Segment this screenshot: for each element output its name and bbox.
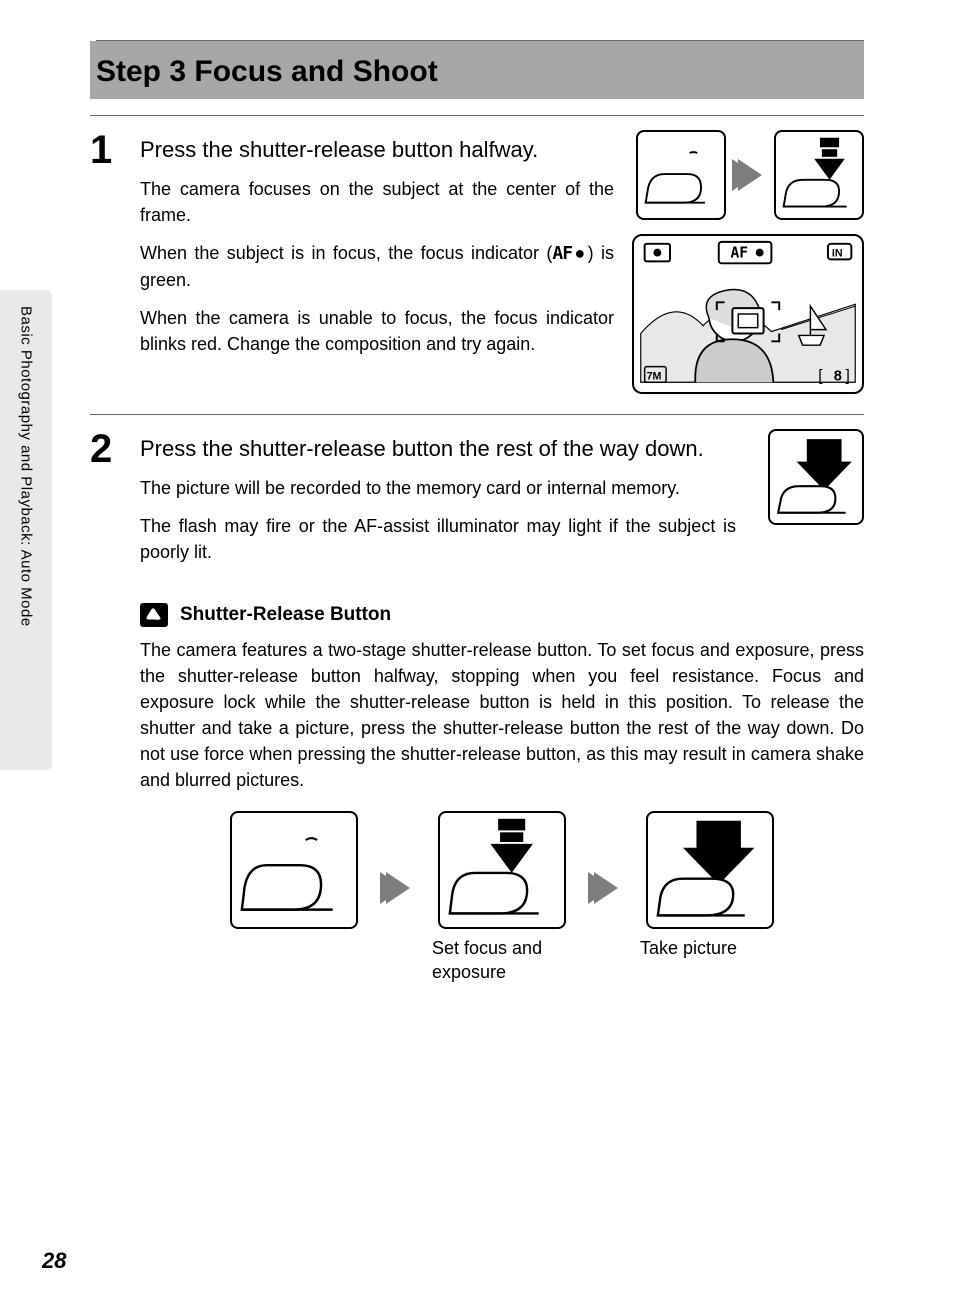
note-illustration-row: Set focus and exposure Take picture xyxy=(140,811,864,984)
step-1-para-3: When the camera is unable to focus, the … xyxy=(140,305,614,357)
caption-halfpress: Set focus and exposure xyxy=(432,937,572,984)
lcd-af-label: AF xyxy=(730,244,748,261)
finger-fullpress-icon xyxy=(770,431,862,523)
lcd-count-close: ] xyxy=(846,367,850,384)
step-1-number: 1 xyxy=(90,130,122,394)
arrow-right-icon xyxy=(736,159,764,191)
arrow-right-icon-3 xyxy=(592,872,620,904)
lcd-in-label: IN xyxy=(832,247,843,259)
step-1-figures: AF IN xyxy=(632,130,864,394)
step-1-heading: Press the shutter-release button halfway… xyxy=(140,136,614,164)
step-1-para-1: The camera focuses on the subject at the… xyxy=(140,176,614,228)
note-icon xyxy=(140,603,168,627)
camera-lcd-illustration: AF IN xyxy=(632,234,864,394)
illustration-rest-icon xyxy=(232,813,356,927)
note-block: Shutter-Release Button The camera featur… xyxy=(140,603,864,984)
illustration-halfpress xyxy=(438,811,566,929)
camera-lcd-icon: AF IN xyxy=(634,236,862,392)
illustration-fullpress xyxy=(646,811,774,929)
step-2-heading: Press the shutter-release button the res… xyxy=(140,435,736,463)
caption-fullpress: Take picture xyxy=(640,937,780,960)
step-2-para-2: The flash may fire or the AF-assist illu… xyxy=(140,513,736,565)
step-2: 2 Press the shutter-release button the r… xyxy=(90,429,864,994)
page-number: 28 xyxy=(42,1248,66,1274)
arrow-right-icon-2 xyxy=(384,872,412,904)
lcd-count: 8 xyxy=(834,368,842,384)
step-2-number: 2 xyxy=(90,429,122,994)
step-1-para-2: When the subject is in focus, the focus … xyxy=(140,240,614,293)
section-rule-2 xyxy=(90,414,864,415)
finger-fullpress-illustration xyxy=(768,429,864,525)
page-title: Step 3 Focus and Shoot xyxy=(96,55,846,89)
illustration-rest xyxy=(230,811,358,929)
step-1: 1 Press the shutter-release button halfw… xyxy=(90,130,864,394)
illustration-halfpress-icon xyxy=(440,813,564,927)
lcd-size-label: 7M xyxy=(647,370,662,382)
finger-halfpress-illustration xyxy=(774,130,864,220)
finger-rest-illustration xyxy=(636,130,726,220)
illustration-fullpress-icon xyxy=(648,813,772,927)
section-rule-1 xyxy=(90,115,864,116)
step-1-para-2a: When the subject is in focus, the focus … xyxy=(140,243,552,263)
lcd-count-open: [ xyxy=(818,367,823,384)
note-title: Shutter-Release Button xyxy=(180,604,391,626)
note-body: The camera features a two-stage shutter-… xyxy=(140,637,864,794)
title-bar: Step 3 Focus and Shoot xyxy=(90,41,864,99)
page-content: Step 3 Focus and Shoot 1 Press the shutt… xyxy=(0,0,954,1314)
finger-halfpress-icon xyxy=(776,132,862,218)
caption-empty xyxy=(224,937,364,960)
af-indicator-text: AF xyxy=(552,243,572,264)
af-dot: ● xyxy=(572,243,588,263)
finger-rest-icon xyxy=(638,132,724,218)
step-2-figure xyxy=(754,429,864,525)
step-2-para-1: The picture will be recorded to the memo… xyxy=(140,475,736,501)
